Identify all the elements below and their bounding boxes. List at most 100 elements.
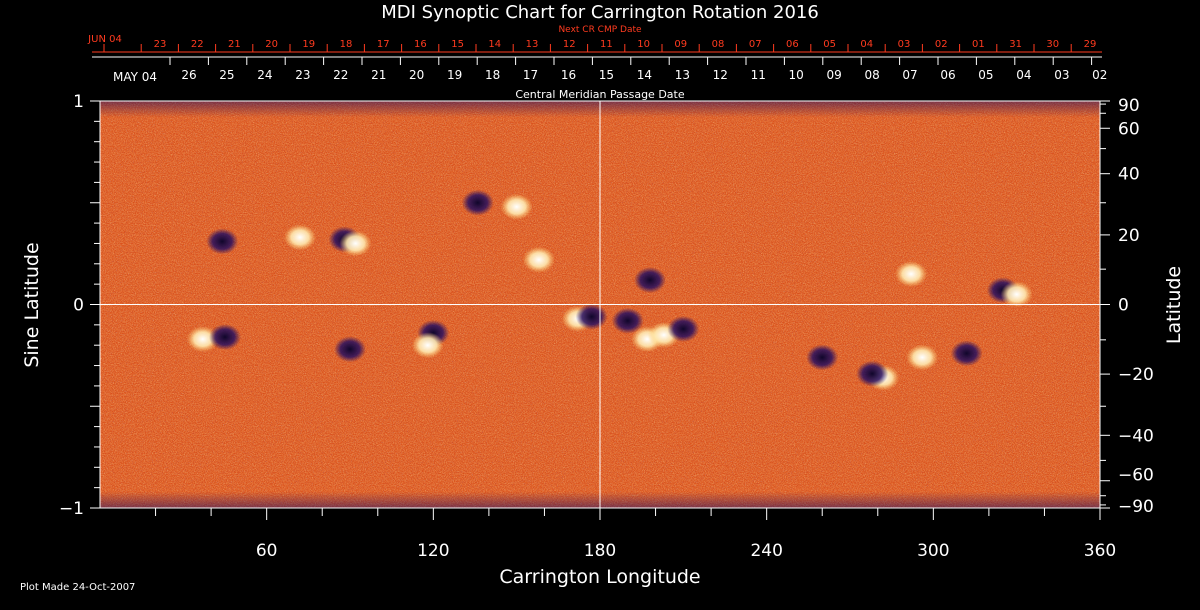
y-axis-right: 90 60 40 20 0 −20 −40 −60 −90 <box>1100 96 1154 517</box>
y-right-tick-label: −60 <box>1118 466 1154 486</box>
white-date-label: 17 <box>523 68 538 82</box>
white-date-label: 04 <box>1016 68 1031 82</box>
y-left-tick-label: 1 <box>73 92 84 112</box>
x-tick-label: 60 <box>256 541 278 561</box>
x-tick-label: 240 <box>750 541 782 561</box>
white-date-label: 09 <box>827 68 842 82</box>
red-date-label: 13 <box>526 39 539 50</box>
x-axis-label: Carrington Longitude <box>499 566 700 588</box>
active-region-positive <box>1000 281 1033 308</box>
white-date-label: 25 <box>219 68 234 82</box>
y-axis-label-right: Latitude <box>1163 266 1185 344</box>
white-date-label: 26 <box>181 68 196 82</box>
active-region-negative <box>950 340 983 367</box>
white-date-label: 14 <box>637 68 652 82</box>
y-axis-label-left: Sine Latitude <box>21 242 43 367</box>
chart-title: MDI Synoptic Chart for Carrington Rotati… <box>381 2 819 23</box>
white-date-label: 08 <box>864 68 879 82</box>
active-region-negative <box>209 324 241 351</box>
red-date-label: 04 <box>860 39 873 50</box>
white-date-label: 07 <box>902 68 917 82</box>
white-date-label: 23 <box>295 68 310 82</box>
red-month-label: JUN 04 <box>87 34 122 45</box>
white-date-label: 15 <box>599 68 614 82</box>
y-left-tick-label: 0 <box>73 296 84 316</box>
white-date-label: 06 <box>940 68 955 82</box>
y-right-tick-label: 90 <box>1118 96 1140 116</box>
red-date-label: 09 <box>674 39 687 50</box>
white-date-label: 05 <box>978 68 993 82</box>
white-month-label: MAY 04 <box>113 70 157 84</box>
white-date-label: 10 <box>789 68 804 82</box>
active-region-negative <box>334 336 366 363</box>
y-right-tick-label: 0 <box>1118 296 1129 316</box>
active-regions <box>186 189 1033 391</box>
white-date-axis: 26 25 24 23 22 21 20 19 18 17 16 15 14 13 12 11 10 09 08 07… <box>92 56 1107 82</box>
red-date-label: 19 <box>302 39 315 50</box>
active-region-negative <box>611 307 644 334</box>
white-date-label: 16 <box>561 68 576 82</box>
red-date-label: 29 <box>1084 39 1097 50</box>
red-date-label: 15 <box>451 39 464 50</box>
white-date-label: 11 <box>751 68 766 82</box>
x-tick-label: 120 <box>417 541 449 561</box>
red-date-label: 07 <box>749 39 762 50</box>
white-date-label: 24 <box>257 68 272 82</box>
central-meridian-passage-date-label: Central Meridian Passage Date <box>515 88 684 101</box>
active-region-positive <box>500 193 533 220</box>
y-right-tick-label: 40 <box>1118 165 1140 185</box>
active-region-negative <box>806 344 839 371</box>
y-right-tick-label: −40 <box>1118 426 1154 446</box>
red-date-label: 03 <box>898 39 911 50</box>
y-right-tick-label: 20 <box>1118 226 1140 246</box>
active-region-positive <box>339 230 372 257</box>
red-date-label: 10 <box>637 39 650 50</box>
x-tick-label: 300 <box>917 541 949 561</box>
active-region-negative <box>461 189 494 216</box>
red-date-label: 02 <box>935 39 948 50</box>
white-date-label: 12 <box>713 68 728 82</box>
active-region-positive <box>895 260 928 287</box>
red-date-label: 17 <box>377 39 390 50</box>
grid-lines <box>100 101 1100 508</box>
white-date-label: 19 <box>447 68 462 82</box>
active-region-positive <box>284 224 316 251</box>
active-region-positive <box>906 344 939 371</box>
red-date-label: 22 <box>191 39 204 50</box>
white-date-label: 21 <box>371 68 386 82</box>
red-date-label: 14 <box>488 39 501 50</box>
red-date-label: 23 <box>154 39 167 50</box>
red-date-label: 16 <box>414 39 427 50</box>
red-date-label: 30 <box>1046 39 1059 50</box>
active-region-negative <box>206 228 239 255</box>
y-left-tick-label: −1 <box>59 499 84 519</box>
x-axis: 60 120 180 240 300 360 <box>155 508 1116 561</box>
white-date-label: 02 <box>1092 68 1107 82</box>
red-date-label: 05 <box>823 39 836 50</box>
white-date-label: 13 <box>675 68 690 82</box>
plot-made-footnote: Plot Made 24-Oct-2007 <box>20 582 135 593</box>
y-right-tick-label: −20 <box>1118 365 1154 385</box>
active-region-positive <box>522 246 555 273</box>
y-right-tick-label: 60 <box>1118 119 1140 139</box>
active-region-negative <box>667 315 700 342</box>
red-date-axis: 23 22 21 20 19 18 17 16 15 14 13 12 11 10 09 08 07 06 05 04… <box>92 39 1102 53</box>
red-date-label: 21 <box>228 39 241 50</box>
red-date-label: 12 <box>563 39 576 50</box>
red-date-label: 08 <box>712 39 725 50</box>
red-date-label: 31 <box>1009 39 1022 50</box>
white-date-label: 03 <box>1054 68 1069 82</box>
white-date-label: 22 <box>333 68 348 82</box>
y-right-tick-label: −90 <box>1118 497 1154 517</box>
x-tick-label: 180 <box>584 541 616 561</box>
red-date-label: 20 <box>265 39 278 50</box>
white-date-label: 18 <box>485 68 500 82</box>
active-region-positive <box>411 332 444 359</box>
red-date-label: 11 <box>600 39 613 50</box>
active-region-negative <box>856 360 889 387</box>
y-axis-left: 1 0 −1 <box>59 92 100 519</box>
red-date-label: 01 <box>972 39 985 50</box>
red-date-label: 06 <box>786 39 799 50</box>
red-date-label: 18 <box>340 39 353 50</box>
